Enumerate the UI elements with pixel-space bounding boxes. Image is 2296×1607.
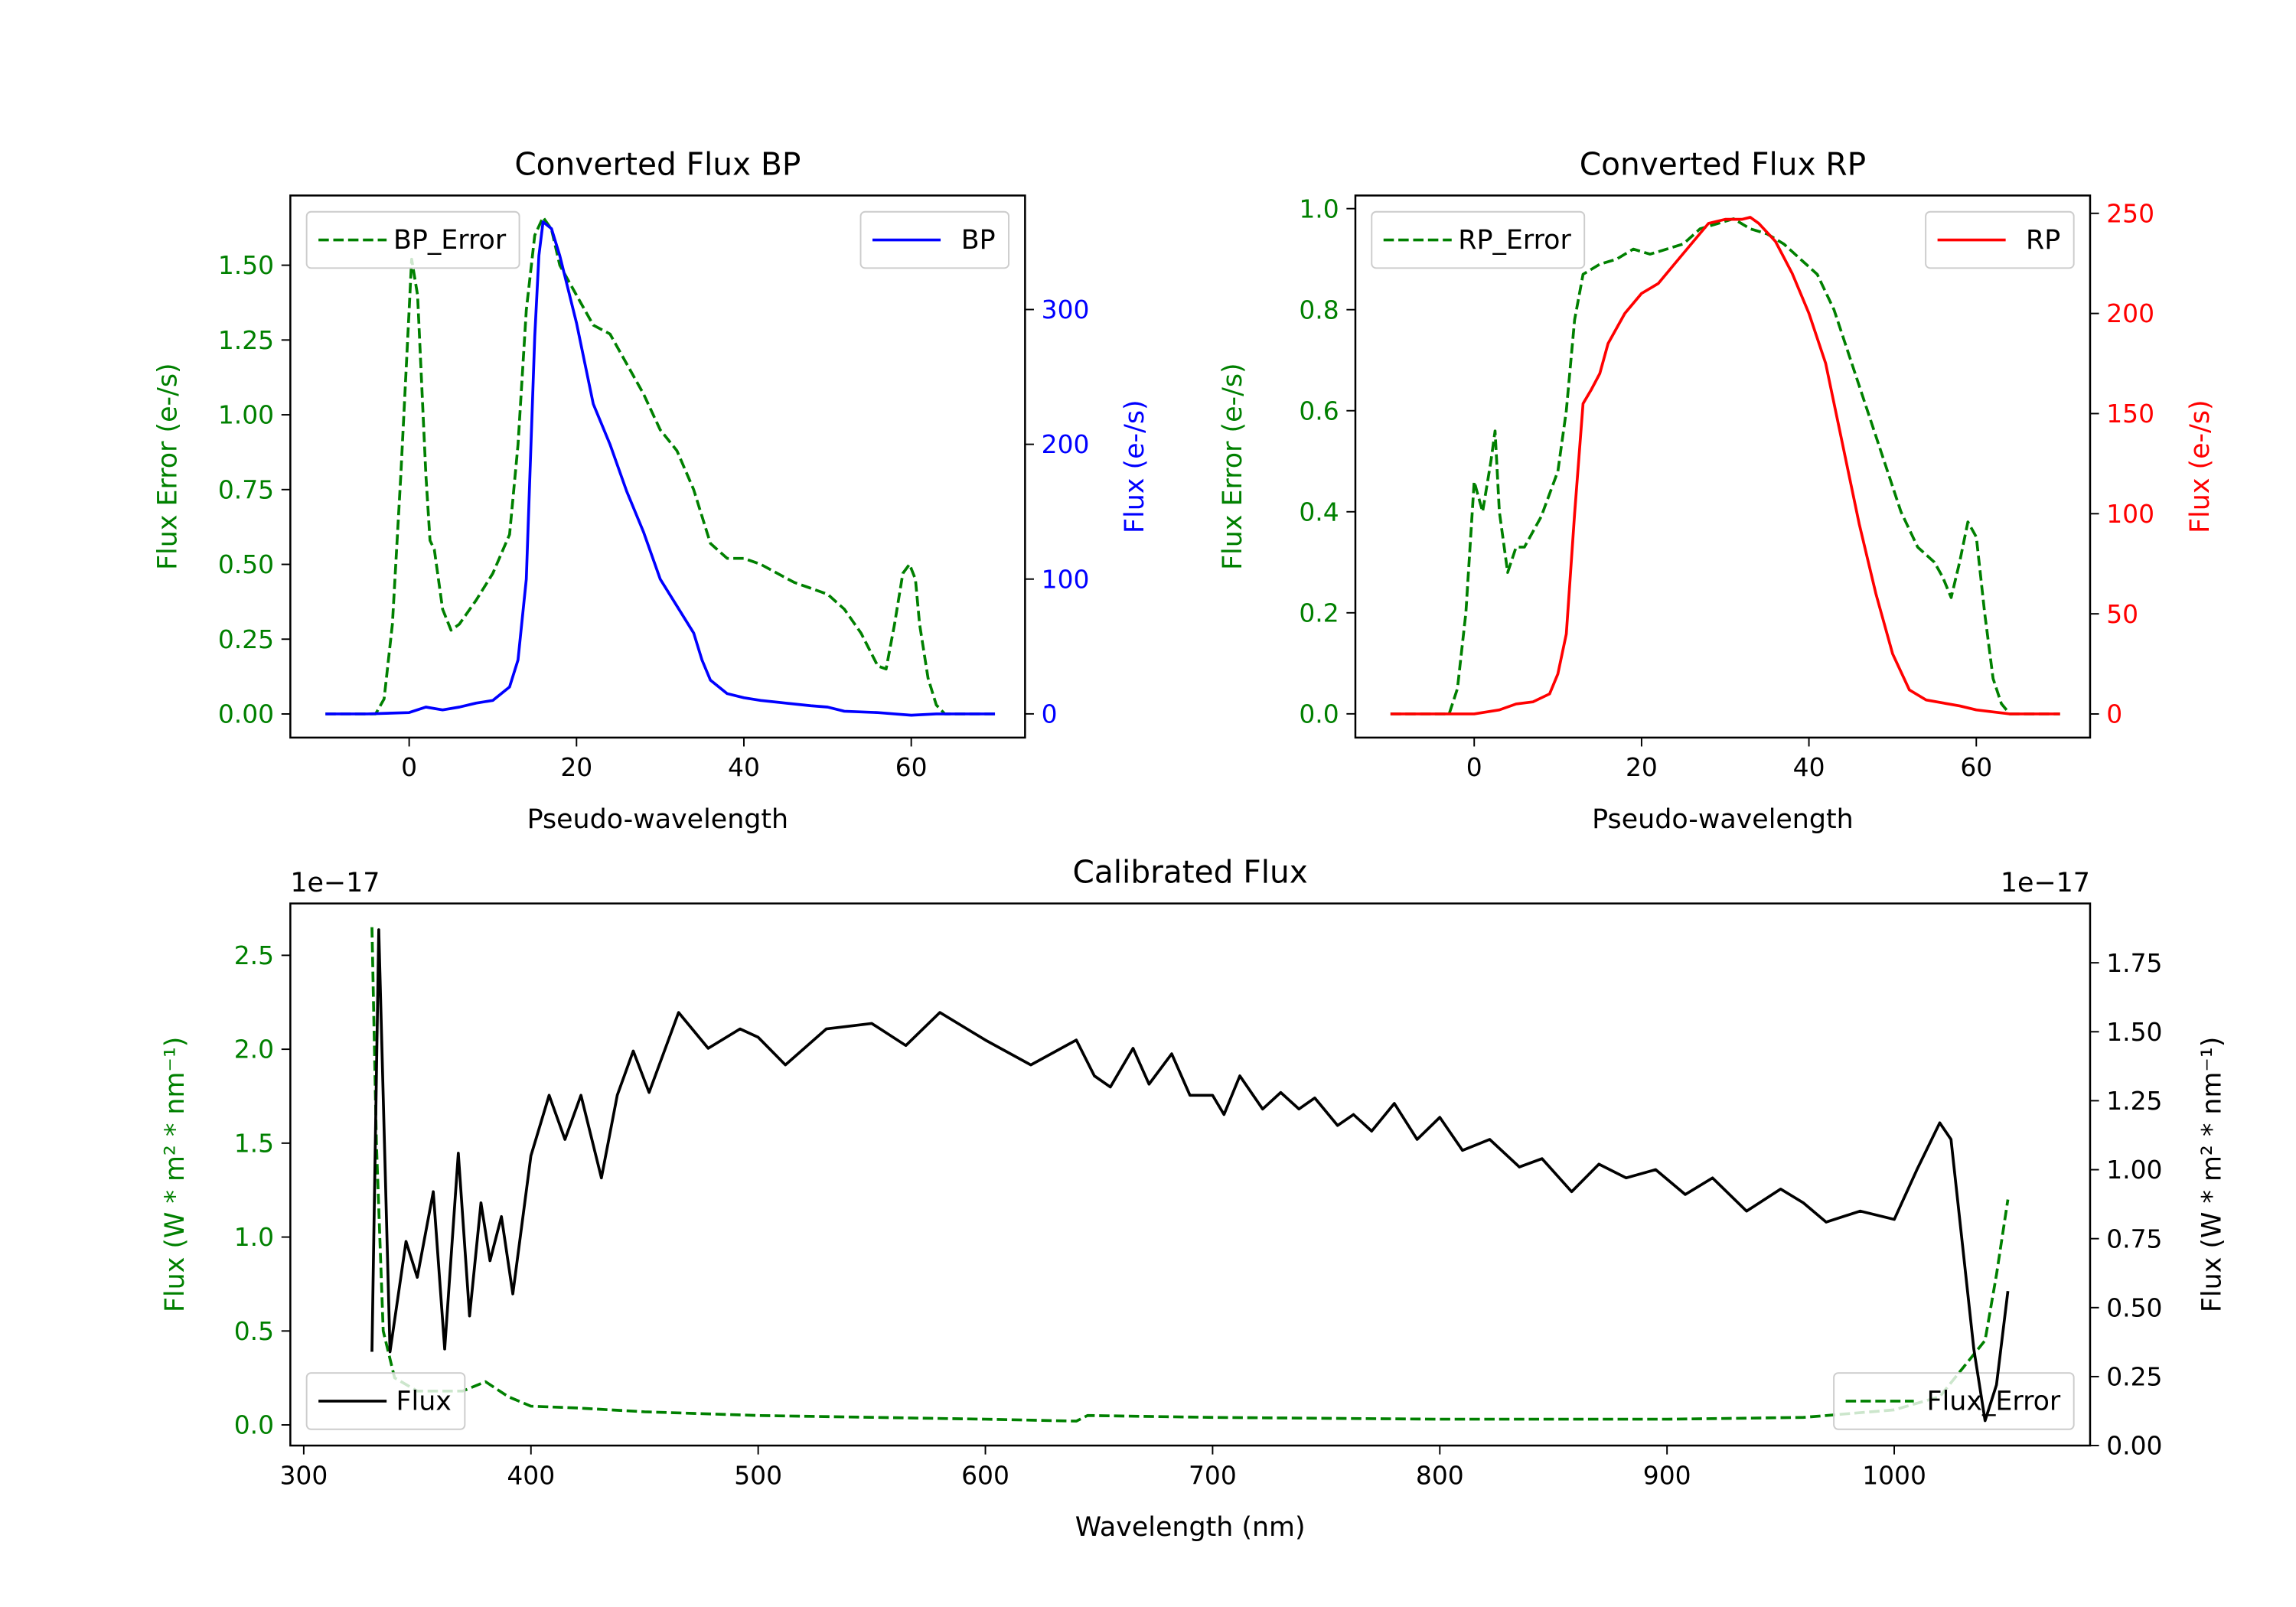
y-right-tick-label: 0: [1042, 699, 1058, 729]
x-tick-label: 900: [1643, 1460, 1691, 1490]
y-left-tick-label: 1.0: [1299, 194, 1339, 223]
x-axis-label: Wavelength (nm): [1075, 1512, 1306, 1543]
y-right-tick-label: 50: [2106, 599, 2138, 629]
chart-title: Converted Flux BP: [514, 145, 801, 182]
legend-right: RP: [1925, 210, 2075, 269]
x-tick-label: 20: [560, 752, 592, 782]
x-tick-label: 400: [507, 1460, 555, 1490]
axes-frame: [289, 902, 2092, 1447]
x-tick-label: 40: [1793, 752, 1825, 782]
y-left-tick-label: 2.5: [234, 940, 274, 970]
legend-left: Flux: [305, 1372, 466, 1430]
y-right-tick-label: 0.25: [2106, 1362, 2162, 1392]
y-left-tick-label: 0.4: [1299, 497, 1339, 526]
y-right-tick-label: 150: [2106, 399, 2154, 429]
legend-right: Flux_Error: [1833, 1372, 2075, 1430]
chart-1: RP_Error RP 0 20 40 60 0.0 0.2 0.4 0.6 0.8 1.0 0 50 10…: [1218, 145, 2216, 835]
legend-label: RP_Error: [1458, 225, 1571, 256]
y-right-axis-label: Flux (e-/s): [1120, 399, 1150, 533]
y-right-axis-label: Flux (e-/s): [2185, 399, 2216, 533]
x-tick-label: 40: [728, 752, 760, 782]
y-right-tick-label: 1.00: [2106, 1155, 2162, 1185]
series-line-flux: [370, 928, 2010, 1423]
axes-frame: [289, 194, 1026, 739]
y-right-tick-label: 1.25: [2106, 1086, 2162, 1116]
x-tick-label: 300: [279, 1460, 328, 1490]
y-left-tick-label: 1.0: [234, 1222, 274, 1252]
series-line-rp-error: [1390, 217, 2060, 715]
y-left-tick-label: 0.75: [218, 474, 274, 504]
x-tick-label: 700: [1189, 1460, 1237, 1490]
y-left-tick-label: 0.00: [218, 699, 274, 729]
x-tick-label: 1000: [1862, 1460, 1926, 1490]
y-right-axis-label: Flux (W * m² * nm⁻¹): [2197, 1037, 2227, 1312]
x-tick-label: 0: [401, 752, 417, 782]
y-left-tick-label: 1.25: [218, 325, 274, 355]
legend-label: Flux: [396, 1387, 452, 1417]
series-line-flux-error: [370, 927, 2010, 1423]
chart-title: Calibrated Flux: [1073, 854, 1308, 891]
y-right-tick-label: 200: [2106, 298, 2154, 328]
y-right-tick-label: 100: [2106, 499, 2154, 529]
y-right-tick-label: 250: [2106, 198, 2154, 228]
chart-2: Flux_Error Flux 300 400 500 600 700 800 900 1000 0…: [160, 854, 2227, 1543]
y-right-tick-label: 100: [1042, 564, 1090, 594]
legend-left: BP_Error: [305, 210, 520, 269]
legend-frame: [305, 210, 520, 269]
x-tick-label: 0: [1466, 752, 1482, 782]
legend-left: RP_Error: [1371, 210, 1586, 269]
y-right-tick-label: 0.00: [2106, 1431, 2162, 1461]
y-right-tick-label: 1.50: [2106, 1017, 2162, 1047]
y-left-tick-label: 0.8: [1299, 295, 1339, 324]
y-left-tick-label: 0.50: [218, 549, 274, 579]
y-right-tick-label: 0: [2106, 699, 2122, 729]
y-left-tick-label: 2.0: [234, 1035, 274, 1064]
y-left-axis-label: Flux (W * m² * nm⁻¹): [160, 1037, 191, 1312]
axes-frame: [1354, 194, 2092, 739]
y-left-tick-label: 0.0: [234, 1410, 274, 1440]
y-right-offset-text: 1e−17: [2001, 868, 2090, 898]
y-right-tick-label: 0.50: [2106, 1292, 2162, 1322]
y-left-tick-label: 1.50: [218, 250, 274, 280]
legend-right: BP: [859, 210, 1010, 269]
y-right-tick-label: 1.75: [2106, 948, 2162, 978]
x-tick-label: 60: [1960, 752, 1992, 782]
y-left-tick-label: 1.5: [234, 1128, 274, 1158]
legend-label: BP: [961, 225, 996, 256]
legend-label: RP: [2026, 225, 2060, 256]
legend-frame: [1833, 1372, 2075, 1430]
y-left-tick-label: 0.5: [234, 1316, 274, 1346]
y-right-tick-label: 200: [1042, 429, 1090, 459]
x-tick-label: 500: [734, 1460, 782, 1490]
series-line-bp-error: [325, 216, 996, 715]
y-left-tick-label: 0.2: [1299, 598, 1339, 627]
x-tick-label: 60: [895, 752, 928, 782]
x-axis-label: Pseudo-wavelength: [1592, 804, 1854, 835]
y-right-tick-label: 300: [1042, 295, 1090, 324]
x-tick-label: 20: [1626, 752, 1658, 782]
legend-frame: [1371, 210, 1586, 269]
y-left-tick-label: 0.0: [1299, 699, 1339, 729]
x-tick-label: 800: [1416, 1460, 1464, 1490]
x-tick-label: 600: [961, 1460, 1009, 1490]
y-left-offset-text: 1e−17: [290, 868, 380, 898]
series-line-bp: [325, 220, 996, 717]
chart-0: BP_Error BP 0 20 40 60 0.00 0.25 0.50 0.75 1.00 1.2…: [152, 145, 1150, 835]
y-left-axis-label: Flux Error (e-/s): [1218, 363, 1248, 569]
y-left-tick-label: 0.6: [1299, 396, 1339, 425]
y-left-tick-label: 0.25: [218, 624, 274, 654]
y-right-tick-label: 0.75: [2106, 1224, 2162, 1253]
legend-label: BP_Error: [393, 225, 507, 256]
y-left-tick-label: 1.00: [218, 400, 274, 430]
chart-title: Converted Flux RP: [1580, 145, 1866, 182]
x-axis-label: Pseudo-wavelength: [527, 804, 789, 835]
series-line-rp: [1390, 216, 2060, 715]
y-left-axis-label: Flux Error (e-/s): [152, 363, 183, 569]
